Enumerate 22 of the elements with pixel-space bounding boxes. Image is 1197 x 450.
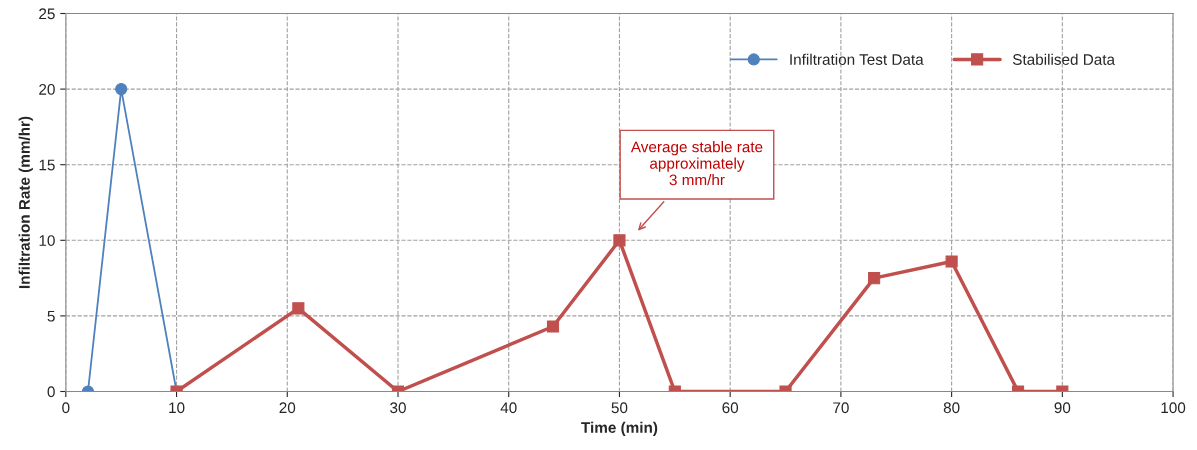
x-tick-label: 20 (279, 402, 296, 414)
x-tick-label: 60 (722, 402, 739, 414)
y-tick-label: 10 (39, 235, 55, 246)
x-axis-title: Time (min) (581, 421, 658, 436)
y-tick-label: 5 (47, 310, 55, 322)
x-tick-label: 40 (500, 402, 517, 414)
x-tick-label: 70 (833, 402, 849, 414)
y-tick-label: 0 (47, 386, 55, 398)
x-tick-label: 80 (943, 402, 960, 414)
annotation: Average stable rate approximately 3 mm/hr (630, 141, 763, 186)
y-tick-label: 20 (39, 83, 55, 95)
x-tick-label: 100 (1161, 402, 1186, 414)
y-tick-label: 25 (39, 8, 55, 20)
legend-label: Infiltration Test Data (790, 53, 924, 65)
y-axis-title: Infiltration Rate (mm/hr) (18, 116, 33, 289)
x-tick-label: 50 (611, 402, 628, 414)
x-tick-label: 10 (169, 402, 185, 414)
x-tick-label: 30 (390, 402, 406, 414)
legend-label: Stabilised Data (1012, 53, 1116, 65)
x-tick-label: 90 (1054, 402, 1071, 414)
x-tick-label: 0 (62, 402, 70, 414)
y-tick-label: 15 (39, 159, 55, 171)
